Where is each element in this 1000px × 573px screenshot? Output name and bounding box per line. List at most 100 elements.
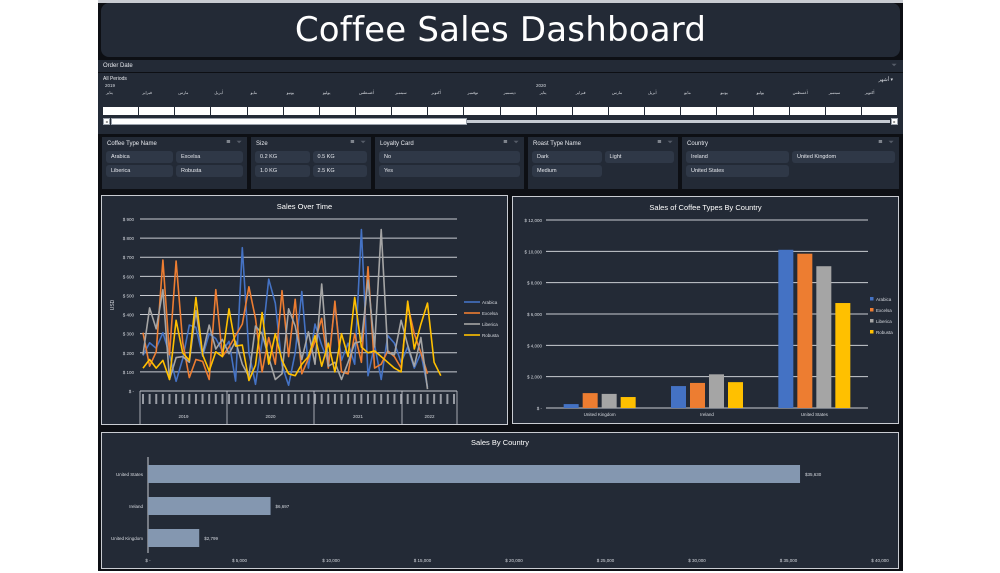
svg-text:Liberica: Liberica [876, 319, 892, 324]
slicer-size: Size ≡ ⏷ 0.2 KG 0.5 KG 1.0 KG 2.5 KG [251, 137, 371, 189]
scroll-thumb[interactable] [111, 118, 467, 125]
multi-select-icon[interactable]: ≡ [878, 139, 883, 146]
timeline-month-cell[interactable] [500, 107, 536, 115]
slicer-item[interactable]: 2.5 KG [312, 165, 367, 177]
svg-text:Arabica: Arabica [876, 297, 892, 302]
slicer-item[interactable]: No [379, 151, 520, 163]
slicer-title: Size [256, 141, 268, 147]
timeline-level-dropdown[interactable]: أشهر ▾ [878, 77, 893, 83]
multi-select-icon[interactable]: ≡ [350, 139, 355, 146]
timeline-month-cells[interactable] [103, 107, 898, 115]
scroll-left-button[interactable]: ◂ [103, 118, 110, 125]
timeline-month-cell[interactable] [753, 107, 789, 115]
timeline-month-label: ديسمبر [503, 90, 516, 95]
svg-text:Excelsa: Excelsa [876, 308, 892, 313]
timeline-month-label: فبراير [142, 90, 152, 95]
svg-text:$ 700: $ 700 [123, 255, 135, 260]
timeline-month-cell[interactable] [392, 107, 428, 115]
timeline-month-cell[interactable] [861, 107, 898, 115]
slicer-item[interactable]: Arabica [106, 151, 173, 163]
timeline-month-cell[interactable] [536, 107, 572, 115]
timeline-month-label: أغسطس [792, 90, 808, 95]
scroll-track[interactable] [111, 120, 890, 123]
slicer-title: Roast Type Name [533, 141, 581, 147]
timeline-month-label: فبراير [575, 90, 586, 95]
slicer-item[interactable]: Liberica [106, 165, 173, 177]
slicer-item[interactable]: Excelsa [176, 151, 243, 163]
timeline-month-cell[interactable] [464, 107, 500, 115]
slicer-item[interactable]: United States [686, 165, 789, 177]
slicer-item[interactable]: 1.0 KG [255, 165, 310, 177]
multi-select-icon[interactable]: ≡ [657, 139, 662, 146]
clear-filter-icon[interactable]: ⏷ [513, 139, 519, 146]
slicer-header: Country ≡ ⏷ [682, 137, 899, 151]
timeline-month-cell[interactable] [319, 107, 355, 115]
svg-text:$ 10,000: $ 10,000 [524, 249, 542, 254]
dashboard: Coffee Sales Dashboard Order Date ⏷ All … [98, 0, 903, 571]
timeline-month-cell[interactable] [825, 107, 861, 115]
timeline-month-label: سبتمبر [828, 90, 841, 95]
multi-select-icon[interactable]: ≡ [226, 139, 231, 146]
scroll-right-button[interactable]: ▸ [891, 118, 898, 125]
timeline-period-label: All Periods [103, 76, 127, 82]
svg-text:$ 800: $ 800 [123, 236, 135, 241]
timeline-month-cell[interactable] [681, 107, 717, 115]
slicer-item[interactable]: Robusta [176, 165, 243, 177]
timeline-month-label: يونيو [720, 90, 728, 95]
slicer-item[interactable]: 0.5 KG [312, 151, 367, 163]
svg-text:$ 300: $ 300 [123, 332, 135, 337]
timeline-month-cell[interactable] [211, 107, 247, 115]
sales-over-time-chart: Sales Over Time $ - $ 100 $ 200 $ 300 $ 400 $… [101, 195, 508, 425]
svg-text:2020: 2020 [265, 414, 276, 419]
slicer-item[interactable]: Yes [379, 165, 520, 177]
svg-text:$ 5,000: $ 5,000 [232, 558, 248, 563]
slicer-country: Country ≡ ⏷ Ireland United Kingdom United S… [682, 137, 899, 189]
timeline-months: يناير فبراير مارس أبريل مايو يونيو يوليو أغسطس س… [98, 90, 903, 98]
slicer-item[interactable]: United Kingdom [792, 151, 895, 163]
svg-text:$35,630: $35,630 [805, 472, 822, 477]
slicer-item[interactable]: Light [604, 151, 674, 163]
chart-title: Sales of Coffee Types By Country [649, 203, 762, 212]
timeline-years: 2019 2020 [98, 82, 903, 90]
svg-text:$ 900: $ 900 [123, 217, 135, 222]
timeline-year-label: 2020 [536, 83, 547, 88]
svg-text:Robusta: Robusta [876, 330, 893, 335]
timeline-month-cell[interactable] [283, 107, 319, 115]
timeline-month-cell[interactable] [139, 107, 175, 115]
slicer-header: Size ≡ ⏷ [251, 137, 371, 151]
clear-filter-icon[interactable]: ⏷ [236, 139, 242, 146]
timeline-month-cell[interactable] [717, 107, 753, 115]
slicer-item[interactable]: Dark [532, 151, 602, 163]
timeline-month-label: نوفمبر [467, 90, 479, 95]
clear-filter-icon[interactable]: ⏷ [888, 139, 894, 146]
svg-text:$ 40,000: $ 40,000 [871, 558, 889, 563]
timeline-month-label: أغسطس [358, 90, 375, 95]
timeline-month-cell[interactable] [103, 107, 139, 115]
order-date-timeline[interactable]: Order Date ⏷ All Periods أشهر ▾ 2019 2020… [98, 60, 903, 134]
timeline-year-label: 2019 [105, 83, 116, 88]
timeline-month-cell[interactable] [355, 107, 392, 115]
timeline-month-cell[interactable] [572, 107, 608, 115]
multi-select-icon[interactable]: ≡ [503, 139, 508, 146]
timeline-month-cell[interactable] [608, 107, 645, 115]
slicer-item[interactable]: Ireland [686, 151, 789, 163]
slicer-item[interactable]: 0.2 KG [255, 151, 310, 163]
timeline-month-label: مارس [611, 90, 623, 95]
sheet-ruler [98, 0, 903, 3]
svg-text:Arabica: Arabica [482, 300, 498, 305]
clear-filter-icon[interactable]: ⏷ [667, 139, 673, 146]
timeline-month-cell[interactable] [175, 107, 211, 115]
timeline-month-cell[interactable] [789, 107, 825, 115]
slicer-item[interactable]: Medium [532, 165, 602, 177]
timeline-scrollbar[interactable]: ◂ ▸ [103, 118, 898, 125]
funnel-icon[interactable]: ⏷ [891, 62, 897, 69]
timeline-month-cell[interactable] [645, 107, 681, 115]
svg-text:$ 10,000: $ 10,000 [322, 558, 340, 563]
timeline-month-cell[interactable] [247, 107, 283, 115]
timeline-month-cell[interactable] [428, 107, 464, 115]
svg-text:2022: 2022 [424, 414, 435, 419]
slicer-coffee-type-name: Coffee Type Name ≡ ⏷ Arabica Excelsa Liberi… [102, 137, 247, 189]
slicer-header: Coffee Type Name ≡ ⏷ [102, 137, 247, 151]
clear-filter-icon[interactable]: ⏷ [360, 139, 366, 146]
timeline-month-label: مايو [684, 90, 691, 95]
